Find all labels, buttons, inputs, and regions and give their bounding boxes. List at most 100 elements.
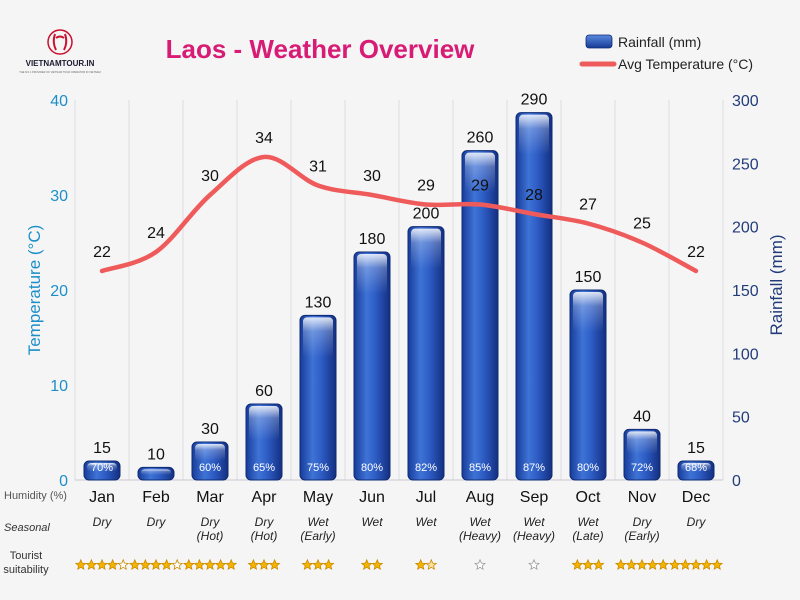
- rainfall-bar: [353, 251, 391, 481]
- temperature-line: 22 24 30 34 31 30 29 29 28 27 25 22: [93, 130, 705, 274]
- seasonal-row: Dry Dry Dry(Hot)Dry(Hot)Wet(Early)Wet Wet We…: [93, 515, 707, 543]
- y-left-tick-label: 20: [50, 283, 68, 300]
- humidity-value-label: 72%: [631, 462, 653, 474]
- rainfall-value-label: 60: [255, 383, 273, 400]
- legend: Rainfall (mm) Avg Temperature (°C): [579, 34, 753, 72]
- star-icon: [646, 558, 659, 571]
- temperature-value-label: 22: [687, 244, 705, 261]
- rainfall-value-label: 150: [575, 269, 602, 286]
- rainfall-bar-highlight: [627, 431, 657, 455]
- rainfall-bar-highlight: [357, 254, 387, 294]
- star-icon: [657, 558, 670, 571]
- x-tick-label: Oct: [576, 489, 601, 506]
- temperature-value-label: 30: [201, 168, 219, 185]
- legend-rainfall-swatch: [585, 34, 613, 49]
- seasonal-value-label: Dry: [255, 515, 275, 529]
- star-icon: [425, 558, 438, 571]
- star-icon: [268, 558, 281, 571]
- humidity-value-label: 65%: [253, 462, 275, 474]
- x-tick-label: Apr: [252, 489, 278, 506]
- seasonal-value-label: Dry: [633, 515, 653, 529]
- rainfall-value-label: 200: [413, 206, 440, 223]
- x-tick-label: Jan: [89, 489, 115, 506]
- rainfall-bars: 15 70% 10 30 60% 60 65% 130 75% 180 80% 200 82% 260 85…: [83, 92, 715, 481]
- temperature-value-label: 22: [93, 244, 111, 261]
- star-icon: [204, 558, 216, 571]
- humidity-row-label: Humidity (%): [4, 490, 67, 502]
- rainfall-bar-highlight: [411, 228, 441, 269]
- y-right-tick-label: 200: [732, 220, 759, 237]
- star-icon: [301, 558, 314, 571]
- logo-tagline: THE NO.1 PROVIDER OF VIETNAM TOUR OPERAT…: [19, 70, 100, 74]
- legend-rainfall-label: Rainfall (mm): [618, 34, 701, 50]
- temperature-value-label: 28: [525, 187, 543, 204]
- y-right-tick-label: 250: [732, 156, 759, 173]
- grid: [74, 100, 724, 481]
- temperature-value-label: 27: [579, 197, 597, 214]
- star-icon: [474, 558, 486, 571]
- star-icon: [193, 558, 206, 571]
- star-icon: [668, 558, 681, 571]
- star-icon: [636, 558, 648, 571]
- humidity-value-label: 70%: [91, 462, 113, 474]
- x-tick-label: Sep: [520, 489, 549, 506]
- rainfall-value-label: 15: [687, 440, 705, 457]
- star-icon: [371, 558, 384, 571]
- rainfall-value-label: 10: [147, 446, 165, 463]
- star-icon: [150, 558, 162, 571]
- star-icon: [700, 558, 713, 571]
- rainfall-bar-highlight: [141, 469, 171, 476]
- star-icon: [258, 558, 270, 571]
- rainfall-bar: [407, 226, 445, 481]
- y-left-tick-label: 10: [50, 378, 68, 395]
- star-icon: [85, 558, 98, 571]
- humidity-value-label: 75%: [307, 462, 329, 474]
- star-icon: [171, 558, 184, 571]
- y-left-tick-label: 40: [50, 93, 68, 110]
- seasonal-value-label: (Hot): [251, 529, 278, 543]
- rainfall-bar: [569, 289, 607, 481]
- humidity-value-label: 87%: [523, 462, 545, 474]
- star-icon: [690, 558, 702, 571]
- humidity-value-label: 82%: [415, 462, 437, 474]
- seasonal-value-label: Wet: [307, 515, 329, 529]
- logo-figure-icon: [52, 33, 68, 51]
- seasonal-value-label: Wet: [523, 515, 545, 529]
- x-tick-label: May: [303, 489, 333, 506]
- rainfall-bar-highlight: [87, 463, 117, 472]
- rainfall-value-label: 130: [305, 294, 332, 311]
- y-left-tick-label: 0: [59, 473, 68, 490]
- rainfall-bar-highlight: [195, 444, 225, 462]
- y-left-ticks: 0 10 20 30 40: [50, 93, 68, 490]
- star-icon: [247, 558, 260, 571]
- rainfall-value-label: 15: [93, 440, 111, 457]
- rainfall-value-label: 30: [201, 421, 219, 438]
- legend-temperature-label: Avg Temperature (°C): [618, 56, 753, 72]
- tourist-row-label-line1: Tourist: [10, 550, 42, 562]
- temperature-value-label: 30: [363, 168, 381, 185]
- y-left-tick-label: 30: [50, 188, 68, 205]
- temperature-value-label: 34: [255, 130, 273, 147]
- star-icon: [106, 558, 119, 571]
- star-icon: [528, 558, 540, 571]
- rainfall-bar-highlight: [249, 406, 279, 441]
- humidity-value-label: 80%: [577, 462, 599, 474]
- x-axis-labels: Jan Feb Mar Apr May Jun Jul Aug Sep Oct Nov Dec: [89, 489, 710, 506]
- x-tick-label: Dec: [682, 489, 710, 506]
- x-tick-label: Feb: [142, 489, 170, 506]
- temperature-value-label: 24: [147, 225, 165, 242]
- star-icon: [679, 558, 692, 571]
- seasonal-value-label: Dry: [93, 515, 113, 529]
- humidity-value-label: 85%: [469, 462, 491, 474]
- chart-title: Laos - Weather Overview: [166, 34, 476, 64]
- star-icon: [117, 558, 130, 571]
- y-right-tick-label: 0: [732, 473, 741, 490]
- star-icon: [225, 558, 238, 571]
- star-icon: [414, 558, 427, 571]
- rainfall-value-label: 180: [359, 231, 386, 248]
- star-icon: [711, 558, 724, 571]
- star-icon: [214, 558, 227, 571]
- star-icon: [571, 558, 584, 571]
- y-right-tick-label: 100: [732, 346, 759, 363]
- seasonal-value-label: (Early): [300, 529, 335, 543]
